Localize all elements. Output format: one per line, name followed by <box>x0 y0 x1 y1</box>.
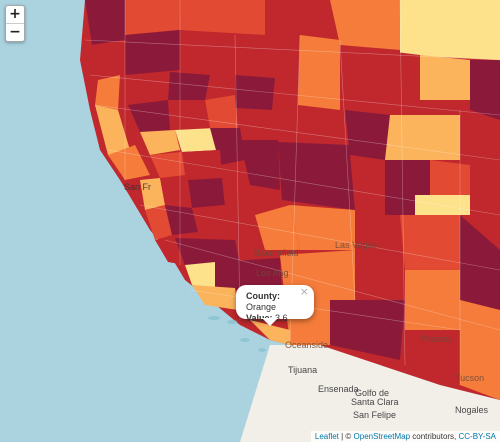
attribution-separator: | © <box>338 432 354 441</box>
popup-value-row: Value: 3.6 <box>246 313 304 324</box>
county-region[interactable] <box>240 140 280 190</box>
county-region[interactable] <box>460 215 500 310</box>
county-region[interactable] <box>235 75 275 110</box>
county-region[interactable] <box>192 285 238 310</box>
leaflet-link[interactable]: Leaflet <box>314 432 339 441</box>
county-region[interactable] <box>415 195 470 215</box>
place-label-san-felipe: San Felipe <box>353 410 397 420</box>
islands <box>208 316 266 352</box>
license-link[interactable]: CC-BY-SA <box>458 432 497 441</box>
county-region[interactable] <box>188 178 225 208</box>
county-region[interactable] <box>108 145 150 180</box>
county-region[interactable] <box>355 210 405 300</box>
place-label-phoenix: Phoenix <box>420 334 453 344</box>
zoom-control: + − <box>5 5 25 42</box>
county-region[interactable] <box>185 262 215 290</box>
county-region[interactable] <box>430 160 470 195</box>
place-label-los-angeles: Los Ang <box>256 268 289 278</box>
county-region[interactable] <box>340 45 420 115</box>
county-region[interactable] <box>182 150 222 180</box>
county-region[interactable] <box>205 95 238 130</box>
county-region[interactable] <box>180 30 235 75</box>
county-region[interactable] <box>85 0 125 45</box>
place-label-oceanside: Oceanside <box>285 340 329 350</box>
county-region[interactable] <box>175 128 218 152</box>
zoom-out-button[interactable]: − <box>6 23 24 41</box>
attribution-contributors: contributors, <box>410 432 459 441</box>
popup-county-value: Orange <box>246 302 277 312</box>
county-region[interactable] <box>385 115 460 160</box>
place-label-san-francisco: San Fr <box>124 182 152 192</box>
place-label-golfo: Golfo de <box>355 388 390 398</box>
county-region[interactable] <box>235 35 300 80</box>
county-region[interactable] <box>168 100 210 130</box>
place-label-ensenada: Ensenada <box>318 384 359 394</box>
county-region[interactable] <box>255 205 300 250</box>
place-label-tucson: Tucson <box>455 373 485 383</box>
county-region[interactable] <box>400 330 460 385</box>
place-label-las-vegas: Las Vegas <box>335 240 378 250</box>
popup-county-row: County: Orange <box>246 291 304 313</box>
county-region[interactable] <box>275 110 345 145</box>
county-popup: × County: Orange Value: 3.6 <box>236 285 314 323</box>
county-region[interactable] <box>350 155 385 215</box>
county-region[interactable] <box>125 0 180 35</box>
place-label-nogales: Nogales <box>455 405 489 415</box>
county-region[interactable] <box>125 30 180 75</box>
county-region[interactable] <box>330 300 405 360</box>
zoom-in-button[interactable]: + <box>9 6 21 22</box>
county-region[interactable] <box>345 110 390 160</box>
county-region[interactable] <box>400 215 460 270</box>
county-region[interactable] <box>150 152 185 178</box>
county-region[interactable] <box>460 110 500 180</box>
county-region[interactable] <box>278 142 355 210</box>
county-region[interactable] <box>175 238 240 265</box>
county-region[interactable] <box>168 72 210 100</box>
osm-link[interactable]: OpenStreetMap <box>353 432 411 441</box>
county-region[interactable] <box>330 0 400 50</box>
popup-value-label: Value: <box>246 313 273 323</box>
county-borders <box>84 0 500 385</box>
mexico-land <box>240 345 500 442</box>
place-label-tijuana: Tijuana <box>288 365 318 375</box>
place-label-bakersfield: Bakersfield <box>254 248 299 258</box>
county-region[interactable] <box>145 205 172 240</box>
county-region[interactable] <box>470 60 500 120</box>
county-region[interactable] <box>140 130 180 155</box>
county-region[interactable] <box>128 100 170 132</box>
county-region[interactable] <box>460 300 500 400</box>
popup-close-icon[interactable]: × <box>299 285 309 298</box>
county-region[interactable] <box>125 72 170 105</box>
county-region[interactable] <box>290 205 360 250</box>
map-attribution: Leaflet | © OpenStreetMap contributors, … <box>310 431 500 442</box>
county-region[interactable] <box>95 75 120 110</box>
county-region[interactable] <box>420 55 470 100</box>
county-region[interactable] <box>95 105 130 155</box>
county-region[interactable] <box>250 320 290 345</box>
popup-county-label: County: <box>246 291 280 301</box>
county-region[interactable] <box>165 205 198 235</box>
county-region[interactable] <box>265 0 330 40</box>
popup-tip <box>262 318 278 326</box>
county-region[interactable] <box>215 258 282 290</box>
county-region[interactable] <box>238 110 278 140</box>
county-region[interactable] <box>222 178 255 215</box>
county-region[interactable] <box>192 205 235 240</box>
county-region[interactable] <box>92 40 125 80</box>
place-label-santa-clara: Santa Clara <box>351 397 399 407</box>
popup-value-value: 3.6 <box>275 313 288 323</box>
county-region[interactable] <box>298 35 340 110</box>
county-region[interactable] <box>160 178 190 205</box>
county-region[interactable] <box>400 0 500 60</box>
county-region[interactable] <box>140 178 165 210</box>
county-region[interactable] <box>178 0 265 35</box>
county-region[interactable] <box>405 270 460 330</box>
